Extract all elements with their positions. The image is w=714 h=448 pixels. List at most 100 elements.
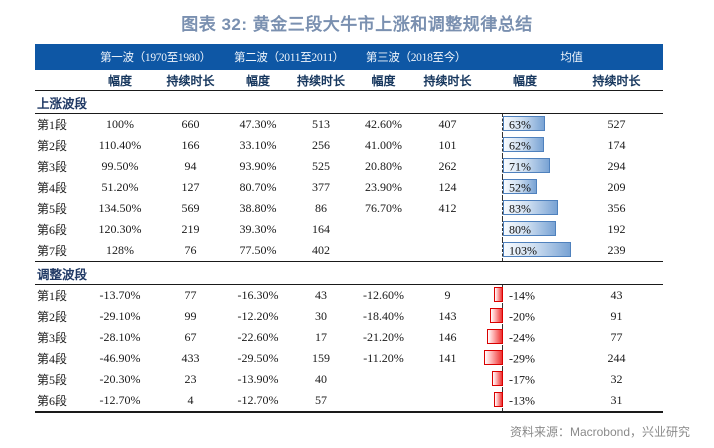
sub-header-row: 幅度 持续时长 幅度 持续时长 幅度 持续时长 幅度 持续时长 [35, 70, 664, 91]
table-cell: 101 [438, 138, 457, 152]
table-cell: 47.30% [239, 117, 277, 131]
table-cell: -13.70% [99, 288, 141, 302]
mean-amplitude-value: -24% [509, 330, 536, 344]
table-cell: -22.60% [237, 330, 279, 344]
table-cell: 57 [290, 390, 353, 413]
mean-amplitude-cell: 62% [480, 135, 570, 156]
table-cell: 30 [315, 309, 327, 323]
mean-amplitude-value: 80% [509, 222, 532, 236]
data-bar-axis: -24% [480, 327, 570, 348]
mean-duration-cell: 239 [570, 240, 664, 262]
mean-amplitude-value: -14% [509, 288, 536, 302]
table-row: 第4段 51.20% 127 80.70% 377 23.90% 124 52% 209 [35, 177, 663, 198]
table-cell: 76 [155, 240, 226, 262]
mean-duration-cell: 174 [607, 138, 626, 152]
data-bar-axis: 62% [480, 135, 570, 156]
mean-amplitude-value: 83% [509, 201, 532, 215]
row-label: 第6段 [37, 223, 68, 237]
mean-duration-cell: 294 [607, 159, 626, 173]
table-cell: 219 [181, 222, 200, 236]
col-header-amplitude: 幅度 [352, 70, 416, 91]
data-bar-axis: 52% [480, 177, 570, 198]
source-note: 资料来源：Macrobond，兴业研究 [509, 425, 690, 439]
wave2-header: 第二波（2011至2011） [226, 44, 353, 70]
table-cell: 38.80% [239, 201, 277, 215]
table-cell: 43 [315, 288, 327, 302]
mean-amplitude-cell: 83% [480, 198, 570, 219]
table-cell: 134.50% [98, 201, 142, 215]
table-cell: 93.90% [239, 159, 277, 173]
table-cell: -29.50% [237, 351, 279, 365]
mean-amplitude-cell: -13% [480, 390, 571, 413]
col-header-duration: 持续时长 [570, 70, 664, 91]
table-cell: 86 [315, 201, 327, 215]
mean-duration-cell: 32 [610, 372, 623, 386]
table-cell: 17 [315, 330, 327, 344]
wave-header-row: 第一波（1970至1980） 第二波（2011至2011） 第三波（2018至今… [35, 44, 664, 70]
table-row: 第3段 99.50% 94 93.90% 525 20.80% 262 71% 294 [35, 156, 663, 177]
table-cell [352, 369, 415, 390]
data-bar-axis: 63% [480, 114, 570, 135]
data-bar-axis: -13% [480, 390, 570, 411]
data-bar-axis: 80% [480, 219, 570, 240]
table-cell: 164 [312, 222, 330, 236]
row-label: 第4段 [37, 352, 68, 366]
mean-amplitude-cell: -20% [480, 306, 570, 327]
table-cell: -20.30% [99, 372, 141, 386]
mean-amplitude-cell: 80% [480, 219, 570, 240]
data-bar-axis: 103% [480, 240, 572, 261]
wave1-header: 第一波（1970至1980） [85, 44, 226, 70]
table-cell: 80.70% [239, 180, 277, 194]
mean-amplitude-cell: 52% [480, 177, 570, 198]
table-cell: 159 [312, 351, 330, 365]
mean-amplitude-cell: 103% [480, 240, 572, 262]
table-cell [352, 219, 415, 240]
table-cell: 128% [85, 240, 155, 262]
mean-amplitude-value: 103% [509, 243, 538, 257]
table-cell: 124 [438, 180, 457, 194]
table-cell: 51.20% [101, 180, 139, 194]
mean-duration-cell: 43 [610, 288, 623, 302]
rise-data-bar [503, 158, 551, 173]
table-cell: 94 [184, 159, 197, 173]
mean-duration-cell: 356 [607, 201, 626, 215]
rise-data-bar [503, 200, 559, 215]
adjust-data-bar [494, 392, 504, 407]
table-cell: 40 [315, 372, 327, 386]
table-cell: 39.30% [239, 222, 277, 236]
table-body: 上涨波段 第1段 100% 660 47.30% 513 42.60% 407 63% 527 第2… [35, 90, 664, 413]
table-cell: 262 [438, 159, 457, 173]
table-cell: 412 [438, 201, 457, 215]
table-cell [415, 219, 480, 240]
mean-duration-cell: 527 [607, 117, 626, 131]
table-cell [352, 390, 416, 413]
row-label: 第2段 [37, 139, 68, 153]
data-bar-axis: -20% [480, 306, 570, 327]
table-cell: 100% [106, 117, 134, 131]
figure-title: 图表 32: 黄金三段大牛市上涨和调整规律总结 [181, 15, 533, 34]
data-bar-axis: 83% [480, 198, 570, 219]
row-label: 第4段 [37, 181, 68, 195]
mean-duration-cell: 91 [610, 309, 623, 323]
mean-amplitude-value: -17% [509, 372, 536, 386]
table-header: 第一波（1970至1980） 第二波（2011至2011） 第三波（2018至今… [35, 44, 664, 91]
data-bar-axis: 71% [480, 156, 570, 177]
adjust-data-bar [490, 308, 504, 323]
table-cell: 77 [184, 288, 197, 302]
row-label: 第5段 [37, 373, 68, 387]
corner-cell [35, 44, 85, 70]
table-row: 第2段 -29.10% 99 -12.20% 30 -18.40% 143 -20% 91 [35, 306, 663, 327]
mean-amplitude-cell: -29% [480, 348, 570, 369]
col-header-duration: 持续时长 [290, 70, 353, 91]
table-row: 第5段 134.50% 569 38.80% 86 76.70% 412 83% 356 [35, 198, 663, 219]
table-cell: 41.00% [365, 138, 403, 152]
corner-cell [35, 70, 85, 91]
table-cell: 166 [181, 138, 200, 152]
adjust-data-bar [487, 329, 504, 344]
mean-amplitude-cell: -17% [480, 369, 570, 390]
section-label: 调整波段 [35, 261, 664, 285]
table-row: 第1段 -13.70% 77 -16.30% 43 -12.60% 9 -14% 43 [35, 285, 663, 306]
mean-duration-cell: 31 [570, 390, 664, 413]
row-label: 第5段 [37, 202, 68, 216]
table-cell: 23.90% [365, 180, 403, 194]
